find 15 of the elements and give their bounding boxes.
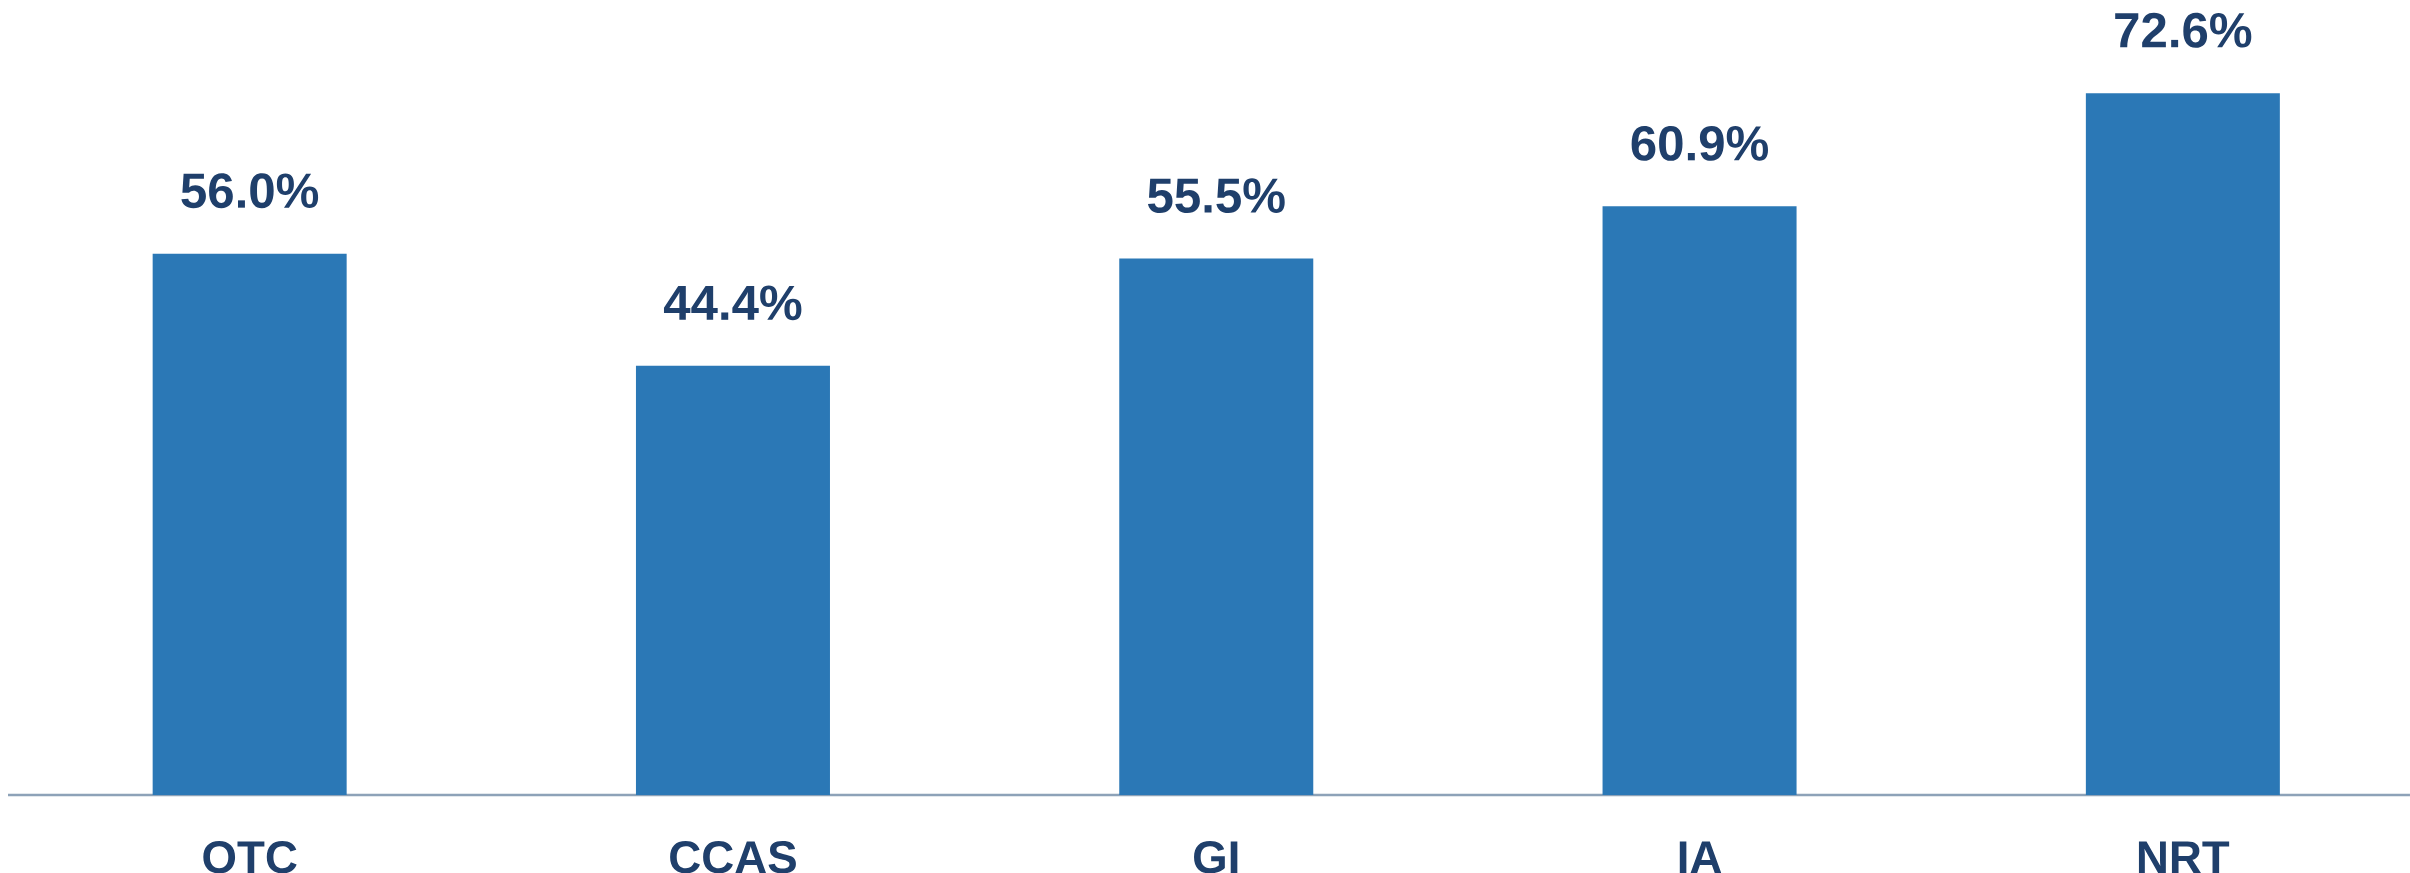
x-tick-label: OTC (203, 841, 297, 873)
x-tick-label: IA (1679, 841, 1722, 873)
bar (635, 365, 830, 795)
data-label: 56.0% (181, 173, 319, 209)
bar (1602, 206, 1797, 795)
x-tick-label: NRT (2138, 841, 2230, 873)
data-label: 44.4% (663, 285, 802, 321)
data-label: 55.5% (1147, 178, 1285, 214)
x-tick-label: GI (1194, 841, 1238, 873)
data-label: 60.9% (1631, 125, 1768, 161)
bar (152, 253, 347, 795)
bar (2085, 93, 2280, 795)
x-tick-label: CCAS (670, 841, 796, 873)
data-label: 72.6% (2115, 12, 2252, 48)
bar (1119, 258, 1314, 795)
